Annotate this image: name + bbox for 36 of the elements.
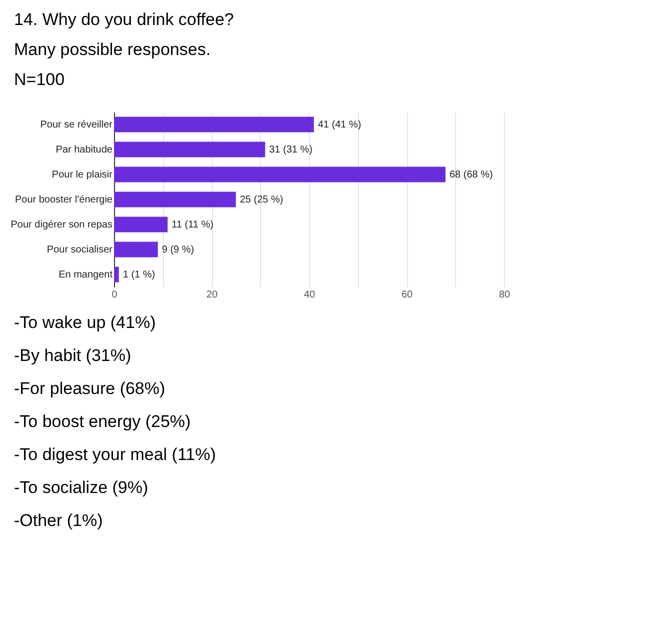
text: -Other (1%) xyxy=(14,511,103,530)
bar xyxy=(114,142,266,158)
y-tick-label: Pour se réveiller xyxy=(40,120,114,130)
x-tick-label: 60 xyxy=(401,290,413,300)
y-tick-label: Pour le plaisir xyxy=(52,170,114,180)
text: -To boost energy (25%) xyxy=(14,412,191,431)
text: -To socialize (9%) xyxy=(14,478,148,497)
data-label: 68 (68 %) xyxy=(450,170,493,180)
chart-title: 14. Why do you drink coffee? xyxy=(14,10,234,29)
data-label: 31 (31 %) xyxy=(269,144,312,156)
text: -To digest your meal (11%) xyxy=(14,445,216,464)
x-tick-label: 40 xyxy=(304,290,316,300)
text: -By habit (31%) xyxy=(14,346,132,365)
y-tick-label: En mangent xyxy=(58,270,113,280)
x-tick-label: 20 xyxy=(206,290,218,300)
x-tick-label: 0 xyxy=(112,290,118,300)
bar xyxy=(114,242,158,258)
text: N=100 xyxy=(14,70,65,89)
bar xyxy=(114,216,168,232)
bar xyxy=(114,116,314,132)
y-tick-label: Pour booster l'énergie xyxy=(14,194,113,206)
text: -For pleasure (68%) xyxy=(14,379,166,398)
y-tick-label: Pour socialiser xyxy=(46,244,114,256)
bar xyxy=(114,266,119,282)
y-tick-label: Par habitude xyxy=(56,144,113,156)
y-tick-label: Pour digérer son repas xyxy=(10,220,112,230)
bar xyxy=(114,192,236,208)
chart-subtitle: Many possible responses. xyxy=(14,40,211,59)
text: -To wake up (41%) xyxy=(14,313,156,332)
bar xyxy=(114,166,446,182)
x-tick-label: 80 xyxy=(498,290,510,300)
data-label: 41 (41 %) xyxy=(318,120,362,130)
data-label: 9 (9 %) xyxy=(162,244,194,256)
data-label: 1 (1 %) xyxy=(122,270,156,280)
data-label: 11 (11 %) xyxy=(172,220,214,230)
data-label: 25 (25 %) xyxy=(240,194,284,206)
